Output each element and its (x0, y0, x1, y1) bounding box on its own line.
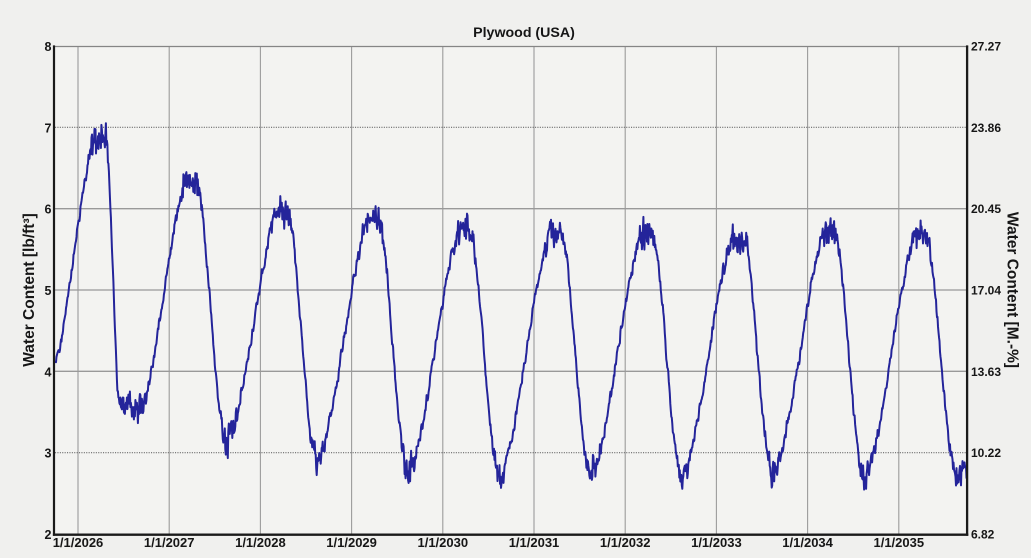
svg-text:1/1/2035: 1/1/2035 (873, 535, 924, 550)
svg-text:5: 5 (45, 284, 52, 298)
svg-text:Plywood (USA): Plywood (USA) (473, 25, 575, 41)
svg-text:Water Content [lb/ft³]: Water Content [lb/ft³] (21, 213, 38, 367)
svg-text:4: 4 (45, 365, 52, 379)
svg-text:1/1/2032: 1/1/2032 (600, 535, 651, 550)
svg-text:17.04: 17.04 (971, 284, 1001, 298)
svg-text:7: 7 (45, 121, 52, 135)
svg-text:1/1/2030: 1/1/2030 (417, 535, 468, 550)
svg-text:1/1/2026: 1/1/2026 (53, 535, 104, 550)
svg-text:6.82: 6.82 (971, 528, 995, 542)
svg-text:1/1/2027: 1/1/2027 (144, 535, 195, 550)
svg-text:Water Content [M.-%]: Water Content [M.-%] (1004, 212, 1021, 368)
svg-text:2: 2 (45, 528, 52, 542)
svg-text:10.22: 10.22 (971, 446, 1001, 460)
svg-text:3: 3 (45, 447, 52, 461)
svg-text:8: 8 (45, 40, 52, 54)
svg-text:1/1/2028: 1/1/2028 (235, 535, 286, 550)
svg-text:6: 6 (45, 203, 52, 217)
svg-text:20.45: 20.45 (971, 202, 1001, 216)
svg-text:1/1/2033: 1/1/2033 (691, 535, 742, 550)
svg-text:1/1/2034: 1/1/2034 (782, 535, 833, 550)
svg-text:1/1/2029: 1/1/2029 (326, 535, 377, 550)
svg-text:13.63: 13.63 (971, 365, 1001, 379)
svg-text:1/1/2031: 1/1/2031 (509, 535, 560, 550)
svg-text:27.27: 27.27 (971, 40, 1001, 54)
svg-text:23.86: 23.86 (971, 121, 1001, 135)
